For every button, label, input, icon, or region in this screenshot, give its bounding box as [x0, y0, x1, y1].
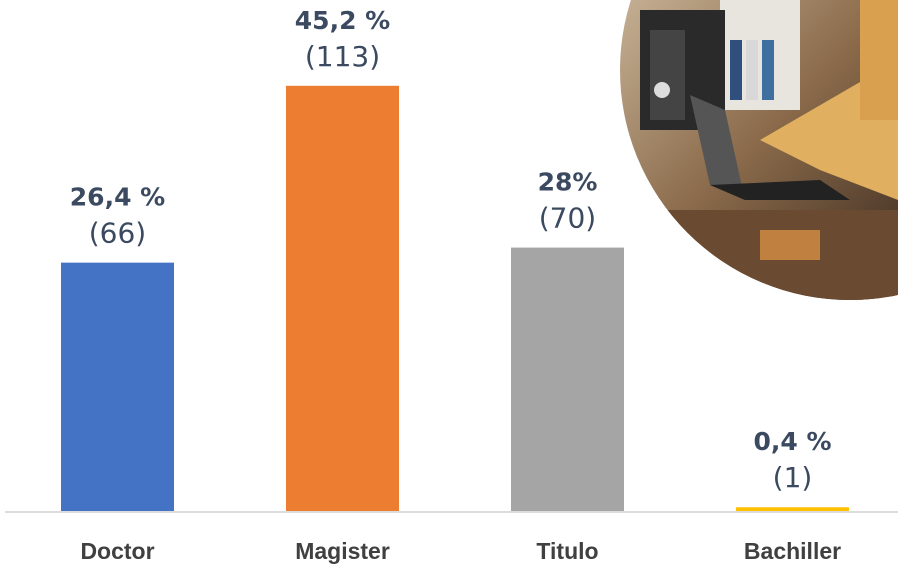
count-label: (66): [89, 217, 146, 250]
bar: [736, 507, 849, 511]
bar: [286, 85, 399, 511]
value-label: 28%: [538, 168, 598, 197]
x-tick-label: Bachiller: [744, 538, 841, 564]
count-label: (70): [539, 202, 596, 235]
x-tick-label: Titulo: [536, 538, 598, 564]
count-label: (1): [773, 461, 813, 494]
x-tick-label: Magister: [295, 538, 390, 564]
value-label: 0,4 %: [753, 427, 831, 456]
value-label: 45,2 %: [295, 6, 390, 35]
bar: [511, 247, 624, 511]
bar: [61, 262, 174, 511]
photo: [620, 0, 898, 300]
x-tick-label: Doctor: [80, 538, 154, 564]
count-label: (113): [305, 40, 380, 73]
value-label: 26,4 %: [70, 183, 165, 212]
